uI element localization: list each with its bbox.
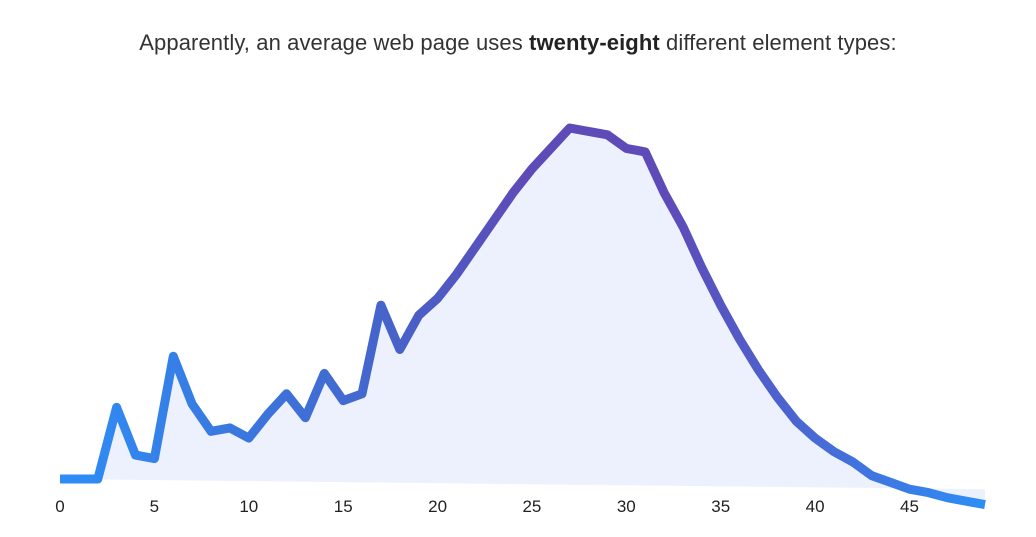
x-tick-label: 5 <box>150 497 159 516</box>
x-tick-label: 10 <box>239 497 258 516</box>
x-tick-label: 0 <box>55 497 64 516</box>
x-tick-label: 25 <box>522 497 541 516</box>
x-tick-label: 45 <box>900 497 919 516</box>
x-tick-label: 35 <box>711 497 730 516</box>
headline-suffix: different element types: <box>659 30 897 55</box>
series-line <box>60 123 986 510</box>
headline-emphasis: twenty-eight <box>529 30 660 55</box>
chart-headline: Apparently, an average web page uses twe… <box>0 30 1036 56</box>
x-tick-label: 30 <box>617 497 636 516</box>
x-tick-label: 20 <box>428 497 447 516</box>
area-fill <box>60 128 985 505</box>
x-axis: 0 5 10 15 20 25 30 35 40 45 <box>55 497 919 516</box>
x-tick-label: 40 <box>806 497 825 516</box>
x-tick-label: 15 <box>334 497 353 516</box>
headline-prefix: Apparently, an average web page uses <box>139 30 530 55</box>
